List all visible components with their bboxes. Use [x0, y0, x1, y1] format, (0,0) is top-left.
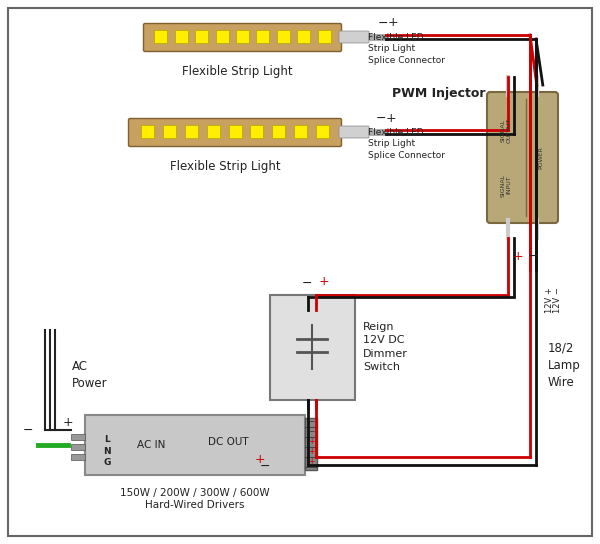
Text: Hard-Wired Drivers: Hard-Wired Drivers	[145, 500, 245, 510]
Text: SIGNAL
OUTPUT: SIGNAL OUTPUT	[501, 118, 512, 143]
Text: +: +	[319, 275, 329, 288]
Bar	[85, 415, 305, 475]
Text: +: +	[308, 447, 314, 456]
FancyBboxPatch shape	[487, 92, 558, 223]
Text: Flexible LED
Strip Light
Splice Connector: Flexible LED Strip Light Splice Connecto…	[368, 128, 445, 160]
Bar	[256, 30, 269, 43]
FancyBboxPatch shape	[128, 119, 341, 146]
Text: 150W / 200W / 300W / 600W: 150W / 200W / 300W / 600W	[120, 488, 270, 498]
Text: +: +	[254, 453, 265, 466]
Text: AC IN: AC IN	[137, 440, 165, 450]
Text: +: +	[308, 457, 314, 466]
Text: +: +	[512, 250, 523, 263]
Text: +: +	[386, 112, 397, 125]
Bar	[317, 30, 331, 43]
Bar	[71, 454, 85, 460]
Bar	[316, 125, 329, 138]
Bar	[195, 30, 208, 43]
Bar	[270, 295, 355, 400]
Bar	[272, 125, 286, 138]
FancyBboxPatch shape	[143, 23, 341, 52]
Bar	[277, 30, 290, 43]
Bar	[294, 125, 307, 138]
Bar	[206, 125, 220, 138]
Text: +: +	[388, 16, 398, 29]
Text: +: +	[62, 416, 73, 429]
Text: −: −	[23, 423, 33, 436]
Bar	[305, 418, 317, 470]
FancyBboxPatch shape	[339, 126, 369, 138]
Text: −: −	[308, 417, 314, 426]
Text: +: +	[308, 437, 314, 446]
Text: −: −	[308, 427, 314, 436]
Bar	[163, 125, 176, 138]
Text: 18/2
Lamp
Wire: 18/2 Lamp Wire	[548, 342, 581, 388]
Bar	[297, 30, 310, 43]
Bar	[175, 30, 188, 43]
Text: Reign
12V DC
Dimmer
Switch: Reign 12V DC Dimmer Switch	[363, 322, 408, 372]
Text: SIGNAL
INPUT: SIGNAL INPUT	[501, 174, 512, 196]
Bar	[71, 434, 85, 440]
Bar	[250, 125, 263, 138]
Bar	[71, 444, 85, 450]
Text: L
N
G: L N G	[103, 435, 111, 467]
Text: Flexible Strip Light: Flexible Strip Light	[170, 160, 280, 173]
Bar	[229, 125, 241, 138]
Bar	[141, 125, 154, 138]
FancyBboxPatch shape	[339, 31, 369, 43]
Text: Flexible LED
Strip Light
Splice Connector: Flexible LED Strip Light Splice Connecto…	[368, 33, 445, 65]
Text: 12V −: 12V −	[553, 287, 562, 313]
Text: −: −	[260, 460, 270, 473]
Text: 12V +: 12V +	[545, 287, 554, 313]
Text: Flexible Strip Light: Flexible Strip Light	[182, 65, 293, 78]
Text: AC
Power: AC Power	[72, 360, 107, 390]
Bar	[215, 30, 229, 43]
Text: DC OUT: DC OUT	[208, 437, 248, 447]
Text: −: −	[528, 250, 538, 263]
Text: −: −	[378, 16, 388, 29]
Bar	[154, 30, 167, 43]
Text: POWER: POWER	[538, 146, 543, 169]
Bar	[236, 30, 249, 43]
Text: −: −	[376, 112, 386, 125]
Text: PWM Injector: PWM Injector	[392, 87, 485, 100]
Text: −: −	[302, 277, 312, 290]
Bar	[185, 125, 198, 138]
